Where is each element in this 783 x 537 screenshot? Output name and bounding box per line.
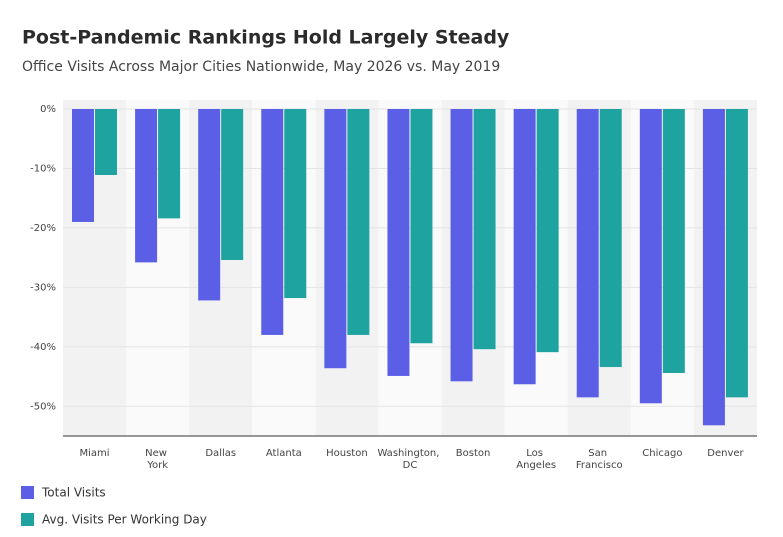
- x-tick-label: Houston: [326, 448, 368, 459]
- bar: [473, 109, 496, 350]
- y-tick-label: -40%: [30, 342, 56, 353]
- x-tick-label: Denver: [707, 448, 744, 459]
- bar: [158, 109, 181, 219]
- bar: [725, 109, 748, 398]
- bar: [95, 109, 117, 175]
- bar: [410, 109, 433, 344]
- x-tick-label: New York: [145, 448, 170, 471]
- bar: [639, 109, 662, 404]
- chart-title: Post-Pandemic Rankings Hold Largely Stea…: [22, 27, 510, 49]
- bar: [324, 109, 347, 369]
- bar: [261, 109, 284, 335]
- bar: [702, 109, 725, 426]
- y-tick-label: 0%: [40, 104, 56, 115]
- bar: [662, 109, 685, 373]
- y-tick-label: -10%: [30, 163, 56, 174]
- chart-subtitle: Office Visits Across Major Cities Nation…: [22, 59, 500, 75]
- bar: [387, 109, 410, 376]
- legend-label: Total Visits: [41, 486, 106, 500]
- legend-swatch: [21, 513, 34, 526]
- legend-label: Avg. Visits Per Working Day: [42, 513, 207, 527]
- bar: [284, 109, 307, 299]
- bar: [450, 109, 473, 382]
- bar: [576, 109, 599, 398]
- y-tick-label: -50%: [30, 401, 56, 412]
- x-tick-label: Los Angeles: [516, 448, 556, 471]
- x-tick-label: Miami: [80, 448, 110, 459]
- x-tick-label: San Francisco: [576, 448, 623, 471]
- bar: [536, 109, 559, 353]
- bar: [72, 109, 94, 222]
- bar: [513, 109, 536, 385]
- bar: [221, 109, 244, 261]
- bar: [599, 109, 622, 368]
- x-tick-label: Dallas: [205, 448, 236, 459]
- x-tick-label: Chicago: [642, 448, 682, 459]
- bar: [135, 109, 158, 263]
- x-tick-label: Washington, DC: [377, 448, 442, 471]
- y-tick-label: -20%: [30, 223, 56, 234]
- x-tick-label: Atlanta: [266, 448, 302, 459]
- bar: [198, 109, 221, 301]
- y-tick-label: -30%: [30, 282, 56, 293]
- legend-swatch: [21, 486, 34, 499]
- x-tick-label: Boston: [456, 448, 491, 459]
- bar: [347, 109, 370, 335]
